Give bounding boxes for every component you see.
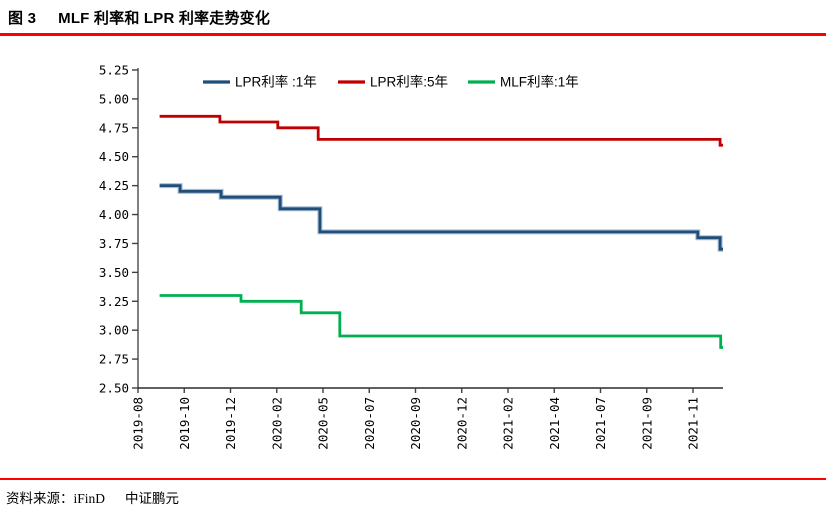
y-tick-label: 2.75 [99, 352, 129, 367]
x-tick-label: 2021-04 [547, 397, 562, 450]
source-note: 资料来源：iFinD 中证鹏元 [6, 487, 179, 507]
y-axis: 5.25 5.00 4.75 4.50 4.25 4.00 3.75 3.50 3.25 3.00… [99, 63, 139, 396]
y-tick-label: 4.00 [99, 207, 129, 222]
x-tick-label: 2021-11 [686, 397, 701, 450]
legend-label: LPR利率:5年 [370, 74, 448, 90]
figure-title-text: MLF 利率和 LPR 利率走势变化 [58, 10, 271, 27]
x-tick-label: 2020-05 [316, 397, 331, 450]
page-title: 图 3 MLF 利率和 LPR 利率走势变化 [8, 7, 270, 28]
series-line-halo [159, 183, 723, 252]
agency-label: 中证鹏元 [125, 491, 180, 506]
chart-plot: 5.25 5.00 4.75 4.50 4.25 4.00 3.75 3.50 3.25 3.00… [99, 63, 723, 450]
x-tick-label: 2020-07 [362, 397, 377, 450]
x-tick-label: 2020-12 [454, 397, 469, 450]
x-tick-label: 2021-02 [501, 397, 516, 450]
y-tick-label: 3.00 [99, 323, 129, 338]
legend-item: LPR利率:5年 [338, 74, 448, 90]
y-tick-label: 2.50 [99, 381, 129, 396]
x-tick-label: 2019-12 [223, 397, 238, 450]
series-line-lpr-5y [159, 114, 723, 147]
x-tick-label: 2021-07 [593, 397, 608, 450]
legend-item: MLF利率:1年 [468, 74, 579, 90]
x-tick-label: 2020-09 [408, 397, 423, 450]
y-tick-label: 4.75 [99, 120, 129, 135]
y-tick-label: 5.25 [99, 63, 129, 78]
y-tick-label: 3.50 [99, 265, 129, 280]
series-line-mlf-1y [159, 294, 723, 349]
chart-region: 5.25 5.00 4.75 4.50 4.25 4.00 3.75 3.50 3.25 3.00… [0, 35, 826, 475]
chart-legend: LPR利率 :1年 LPR利率:5年 MLF利率:1年 [203, 74, 579, 90]
series-line-lpr-1y [159, 184, 723, 251]
y-tick-label: 3.25 [99, 294, 129, 309]
y-tick-label: 5.00 [99, 91, 129, 106]
figure-number-label: 图 3 [8, 10, 37, 27]
y-tick-label: 3.75 [99, 236, 129, 251]
legend-item: LPR利率 :1年 [203, 74, 317, 90]
x-tick-label: 2019-10 [177, 397, 192, 450]
x-tick-label: 2020-02 [269, 397, 284, 450]
header-divider-line [0, 33, 826, 36]
x-axis: 2019-08 2019-10 2019-12 2020-02 2020-05 2020-… [131, 387, 723, 450]
x-tick-label: 2019-08 [131, 397, 146, 450]
legend-label: MLF利率:1年 [500, 74, 579, 90]
y-tick-label: 4.50 [99, 149, 129, 164]
y-tick-label: 4.25 [99, 178, 129, 193]
footer-divider-line [0, 478, 826, 480]
source-label: 资料来源：iFinD [6, 491, 106, 506]
legend-label: LPR利率 :1年 [235, 74, 317, 90]
x-tick-label: 2021-09 [639, 397, 654, 450]
